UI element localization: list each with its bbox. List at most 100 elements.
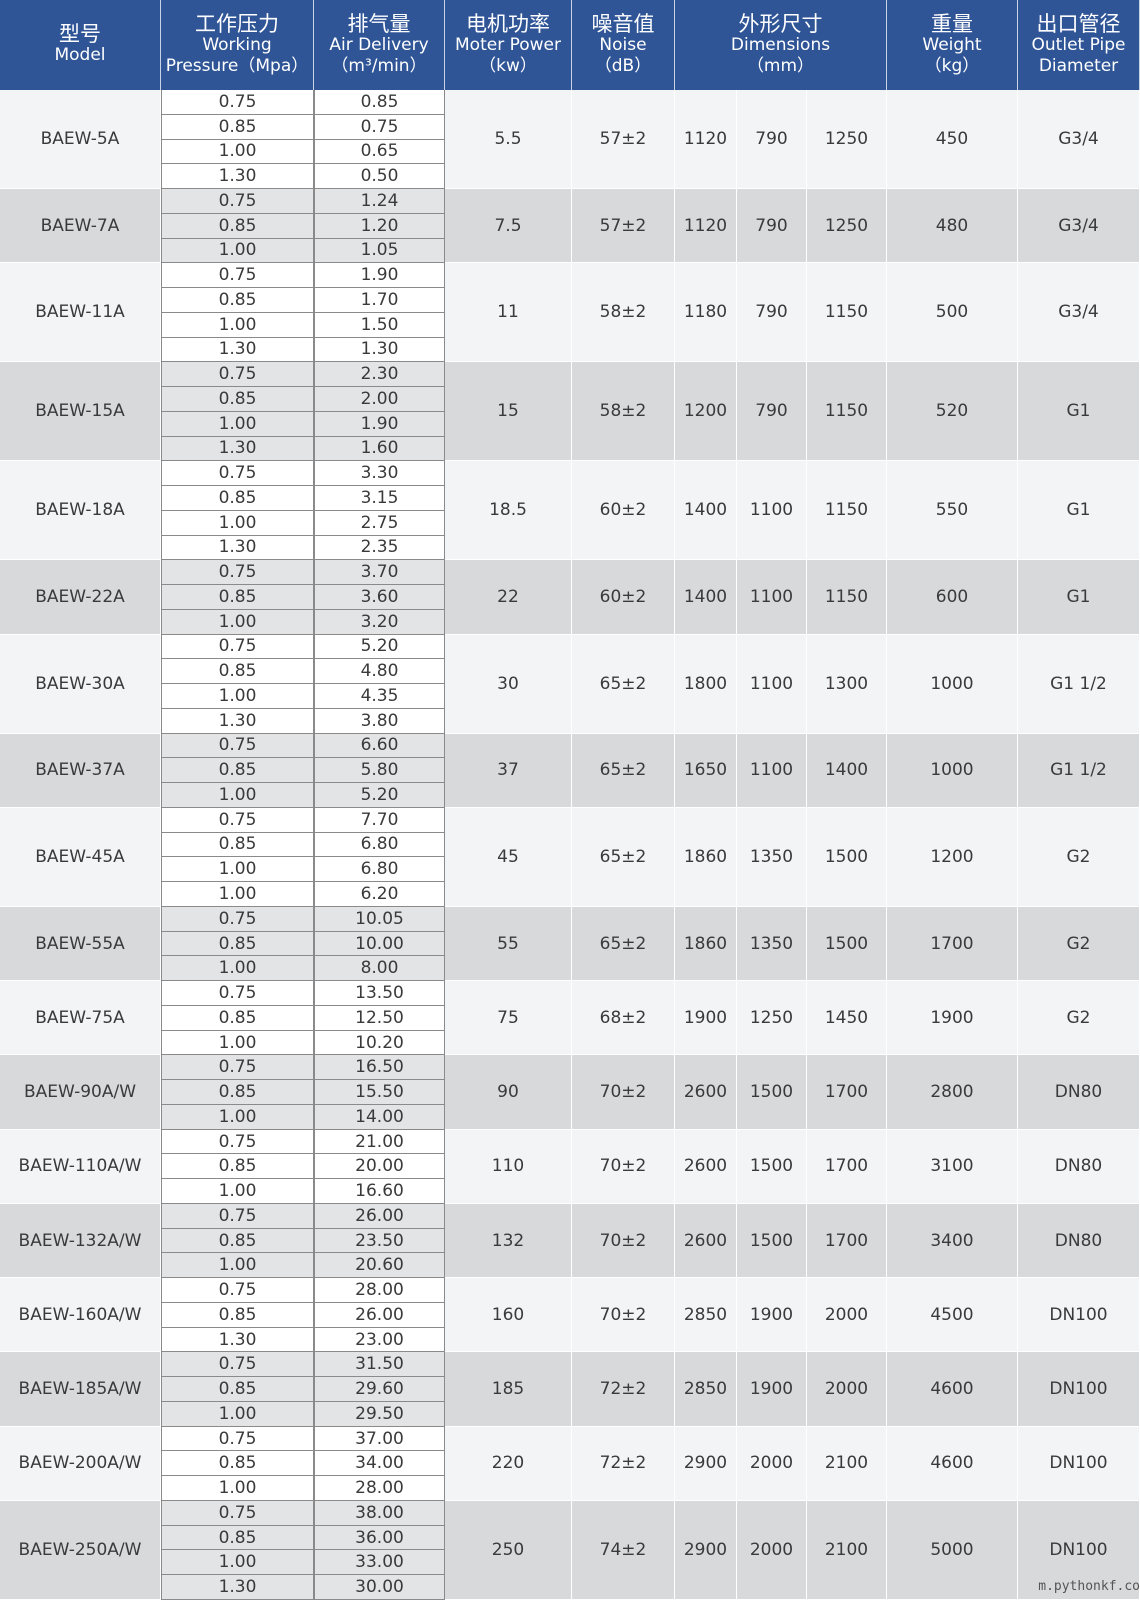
pressure: 1.00: [161, 857, 314, 883]
header-cell: 电机功率 Moter Power （kw）: [445, 0, 572, 90]
outlet: G3/4: [1018, 189, 1140, 264]
motor-power: 90: [445, 1055, 572, 1130]
pressure: 1.00: [161, 609, 314, 635]
pressure: 0.85: [161, 1451, 314, 1477]
air-delivery: 5.20: [314, 783, 445, 808]
dimension: 1500: [737, 1055, 807, 1130]
dimension: 1500: [737, 1203, 807, 1279]
pressure: 0.85: [161, 758, 314, 784]
dimension: 2000: [807, 1352, 887, 1427]
outlet: G2: [1018, 807, 1140, 907]
dimension: 2600: [675, 1129, 737, 1204]
air-delivery: 1.20: [314, 213, 445, 239]
dimension: 1500: [807, 807, 887, 907]
dimension: 790: [737, 362, 807, 462]
dimension: 2000: [737, 1500, 807, 1600]
weight: 2800: [887, 1055, 1018, 1130]
air-delivery: 1.05: [314, 238, 445, 264]
air-delivery: 2.75: [314, 510, 445, 536]
watermark: m.pythonkf.co: [1038, 1579, 1140, 1594]
pressure: 0.85: [161, 387, 314, 412]
motor-power: 37: [445, 733, 572, 808]
air-delivery: 16.50: [314, 1055, 445, 1081]
motor-power: 45: [445, 807, 572, 907]
air-delivery: 3.20: [314, 609, 445, 635]
motor-power: 75: [445, 981, 572, 1056]
air-delivery: 3.30: [314, 461, 445, 487]
pressure: 0.75: [161, 981, 314, 1006]
header-cn: 排气量: [347, 11, 411, 36]
dimension: 2850: [675, 1352, 737, 1427]
noise: 72±2: [572, 1352, 675, 1427]
dimension: 1400: [807, 733, 887, 808]
pressure: 0.75: [161, 1129, 314, 1155]
pressure: 1.00: [161, 1550, 314, 1576]
weight: 4600: [887, 1352, 1018, 1427]
dimension: 1200: [675, 362, 737, 462]
header-en: Air Delivery: [329, 34, 429, 55]
noise: 72±2: [572, 1426, 675, 1501]
noise: 58±2: [572, 263, 675, 363]
dimension: 1700: [807, 1203, 887, 1279]
weight: 4600: [887, 1426, 1018, 1501]
noise: 57±2: [572, 189, 675, 264]
pressure: 0.75: [161, 560, 314, 586]
dimension: 1150: [807, 560, 887, 635]
air-delivery: 29.60: [314, 1377, 445, 1402]
dimension: 1500: [807, 906, 887, 982]
weight: 1000: [887, 733, 1018, 808]
air-delivery: 1.30: [314, 337, 445, 363]
dimension: 2900: [675, 1500, 737, 1600]
pressure: 0.85: [161, 1154, 314, 1180]
pressure: 0.75: [161, 634, 314, 660]
dimension: 1350: [737, 906, 807, 982]
air-delivery: 20.60: [314, 1253, 445, 1279]
model: BAEW-250A/W: [0, 1500, 161, 1600]
pressure: 1.30: [161, 1327, 314, 1353]
header-cell: 重量 Weight （kg）: [887, 0, 1018, 90]
pressure: 1.00: [161, 1179, 314, 1204]
outlet: G3/4: [1018, 263, 1140, 363]
air-delivery: 8.00: [314, 956, 445, 982]
air-delivery: 12.50: [314, 1005, 445, 1031]
air-delivery: 28.00: [314, 1476, 445, 1501]
air-delivery: 26.00: [314, 1302, 445, 1328]
air-delivery: 5.80: [314, 758, 445, 784]
header-en: （m³/min）: [331, 55, 427, 76]
dimension: 2600: [675, 1203, 737, 1279]
pressure: 1.00: [161, 956, 314, 982]
dimension: 1450: [807, 981, 887, 1056]
noise: 58±2: [572, 362, 675, 462]
air-delivery: 2.00: [314, 387, 445, 412]
air-delivery: 0.65: [314, 139, 445, 165]
motor-power: 55: [445, 906, 572, 982]
air-delivery: 7.70: [314, 807, 445, 833]
dimension: 2100: [807, 1426, 887, 1501]
dimension: 1700: [807, 1055, 887, 1130]
header-cell: 噪音值 Noise （dB）: [572, 0, 675, 90]
outlet: DN80: [1018, 1129, 1140, 1204]
pressure: 1.00: [161, 139, 314, 165]
model: BAEW-15A: [0, 362, 161, 462]
air-delivery: 37.00: [314, 1426, 445, 1452]
weight: 3400: [887, 1203, 1018, 1279]
header-cn: 出口管径: [1036, 11, 1121, 36]
header-en: Outlet Pipe: [1031, 34, 1126, 55]
dimension: 790: [737, 189, 807, 264]
air-delivery: 4.35: [314, 684, 445, 709]
outlet: G2: [1018, 981, 1140, 1056]
dimension: 1900: [675, 981, 737, 1056]
pressure: 1.30: [161, 1575, 314, 1600]
pressure: 1.30: [161, 164, 314, 189]
air-delivery: 4.80: [314, 659, 445, 685]
header-cn: 电机功率: [466, 11, 550, 36]
air-delivery: 1.24: [314, 189, 445, 214]
pressure: 0.75: [161, 189, 314, 214]
pressure: 0.75: [161, 1278, 314, 1303]
motor-power: 250: [445, 1500, 572, 1600]
pressure: 0.85: [161, 486, 314, 511]
air-delivery: 1.60: [314, 436, 445, 462]
header-cell: 排气量 Air Delivery （m³/min）: [314, 0, 445, 90]
air-delivery: 2.35: [314, 535, 445, 561]
pressure: 0.75: [161, 461, 314, 487]
